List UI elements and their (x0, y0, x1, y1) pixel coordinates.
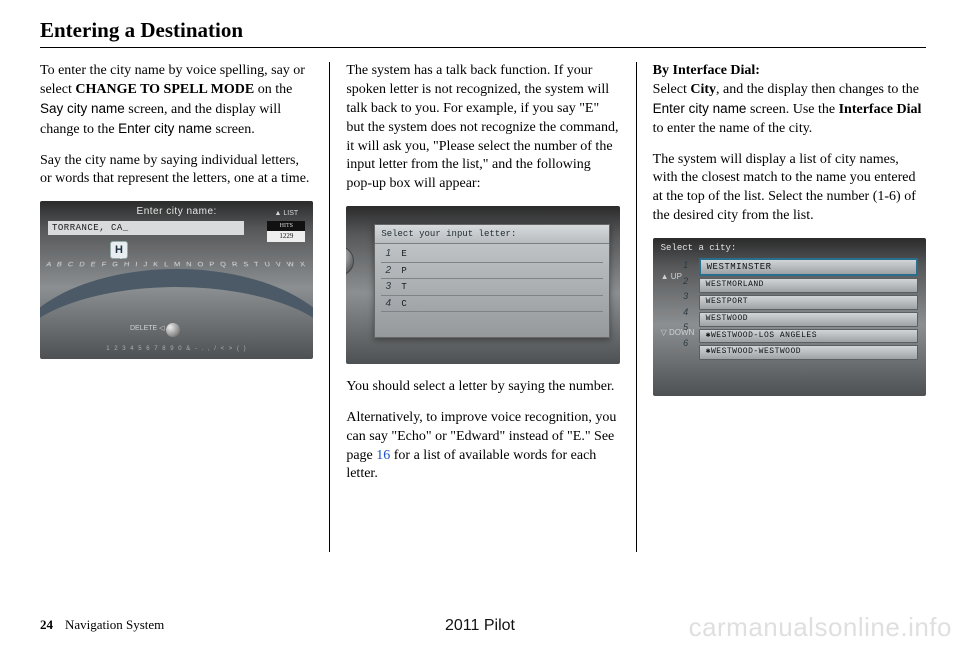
city-row: ✱WESTWOOD-LOS ANGELES (699, 329, 918, 344)
sc-input-field: TORRANCE, CA_ (48, 221, 244, 235)
col2-para1: The system has a talk back function. If … (346, 62, 619, 194)
row-letter: P (395, 265, 406, 277)
num: 6 (679, 336, 693, 352)
bold-term: Interface Dial (839, 102, 922, 117)
ui-term: Enter city name (653, 101, 747, 116)
city-nums: 1 2 3 4 5 6 (679, 258, 693, 351)
popup-row: 2P (381, 263, 602, 280)
num: 1 (679, 258, 693, 274)
sc-delete-label: DELETE ◁ (130, 324, 165, 333)
col3-para2: The system will display a list of city n… (653, 151, 926, 227)
bold-term: City (690, 82, 716, 97)
city-row: ✱WESTWOOD-WESTWOOD (699, 345, 918, 360)
sc-numrow: 1 2 3 4 5 6 7 8 9 0 & - . , / < > ( ) (40, 345, 313, 353)
col2-para3: Alternatively, to improve voice recognit… (346, 409, 619, 485)
dial-icon (346, 246, 354, 276)
column-1: To enter the city name by voice spelling… (40, 62, 327, 572)
hits-label: HITS (267, 221, 305, 231)
row-letter: E (395, 248, 406, 260)
popup-row: 3T (381, 279, 602, 296)
num: 3 (679, 289, 693, 305)
row-num: 3 (381, 280, 395, 294)
title-rule (40, 47, 926, 48)
row-num: 4 (381, 297, 395, 311)
popup-rows: 1E 2P 3T 4C (375, 244, 608, 314)
popup-title: Select your input letter: (375, 225, 608, 244)
row-num: 1 (381, 247, 395, 261)
text: screen. Use the (746, 102, 838, 117)
text: on the (254, 82, 292, 97)
heading: By Interface Dial: (653, 63, 760, 78)
enter-city-screenshot: Enter city name: ▲ LIST HITS 1229 TORRAN… (40, 201, 313, 359)
sc-list-badge: ▲ LIST HITS 1229 (267, 209, 305, 242)
text: screen. (212, 122, 255, 137)
col2-para2: You should select a letter by saying the… (346, 378, 619, 397)
row-num: 2 (381, 264, 395, 278)
col1-para1: To enter the city name by voice spelling… (40, 62, 313, 140)
col-divider-2 (636, 62, 637, 552)
page-title: Entering a Destination (40, 18, 926, 43)
popup-row: 1E (381, 246, 602, 263)
list-up-label: ▲ LIST (267, 209, 305, 218)
watermark: carmanualsonline.info (689, 612, 952, 643)
city-title: Select a city: (661, 242, 737, 254)
popup-panel: Select your input letter: 1E 2P 3T 4C (374, 224, 609, 338)
ui-term: Say city name (40, 101, 125, 116)
text: to enter the name of the city. (653, 121, 813, 136)
sc-knob-icon (166, 323, 180, 337)
column-2: The system has a talk back function. If … (332, 62, 633, 572)
col-divider-1 (329, 62, 330, 552)
bold-command: CHANGE TO SPELL MODE (75, 82, 254, 97)
col3-para1: By Interface Dial: Select City, and the … (653, 62, 926, 139)
col1-para2: Say the city name by saying individual l… (40, 152, 313, 190)
city-row: WESTMORLAND (699, 278, 918, 293)
popup-row: 4C (381, 296, 602, 313)
text: Select (653, 82, 691, 97)
ui-term: Enter city name (118, 121, 212, 136)
select-city-screenshot: Select a city: ▲ UP ▽ DOWN 1 2 3 4 5 6 W… (653, 238, 926, 396)
city-row: WESTMINSTER (699, 258, 918, 276)
num: 2 (679, 274, 693, 290)
text: , and the display then changes to the (716, 82, 919, 97)
city-row: WESTWOOD (699, 312, 918, 327)
row-letter: C (395, 298, 406, 310)
content-columns: To enter the city name by voice spelling… (40, 62, 926, 572)
page-link: 16 (376, 448, 390, 463)
input-letter-screenshot: Select your input letter: 1E 2P 3T 4C (346, 206, 619, 364)
num: 4 (679, 305, 693, 321)
column-3: By Interface Dial: Select City, and the … (639, 62, 926, 572)
sc-letter-bubble: H (110, 241, 128, 259)
num: 5 (679, 320, 693, 336)
city-row: WESTPORT (699, 295, 918, 310)
hits-value: 1229 (267, 231, 305, 242)
row-letter: T (395, 281, 406, 293)
city-panel: WESTMINSTER WESTMORLAND WESTPORT WESTWOO… (699, 258, 918, 378)
